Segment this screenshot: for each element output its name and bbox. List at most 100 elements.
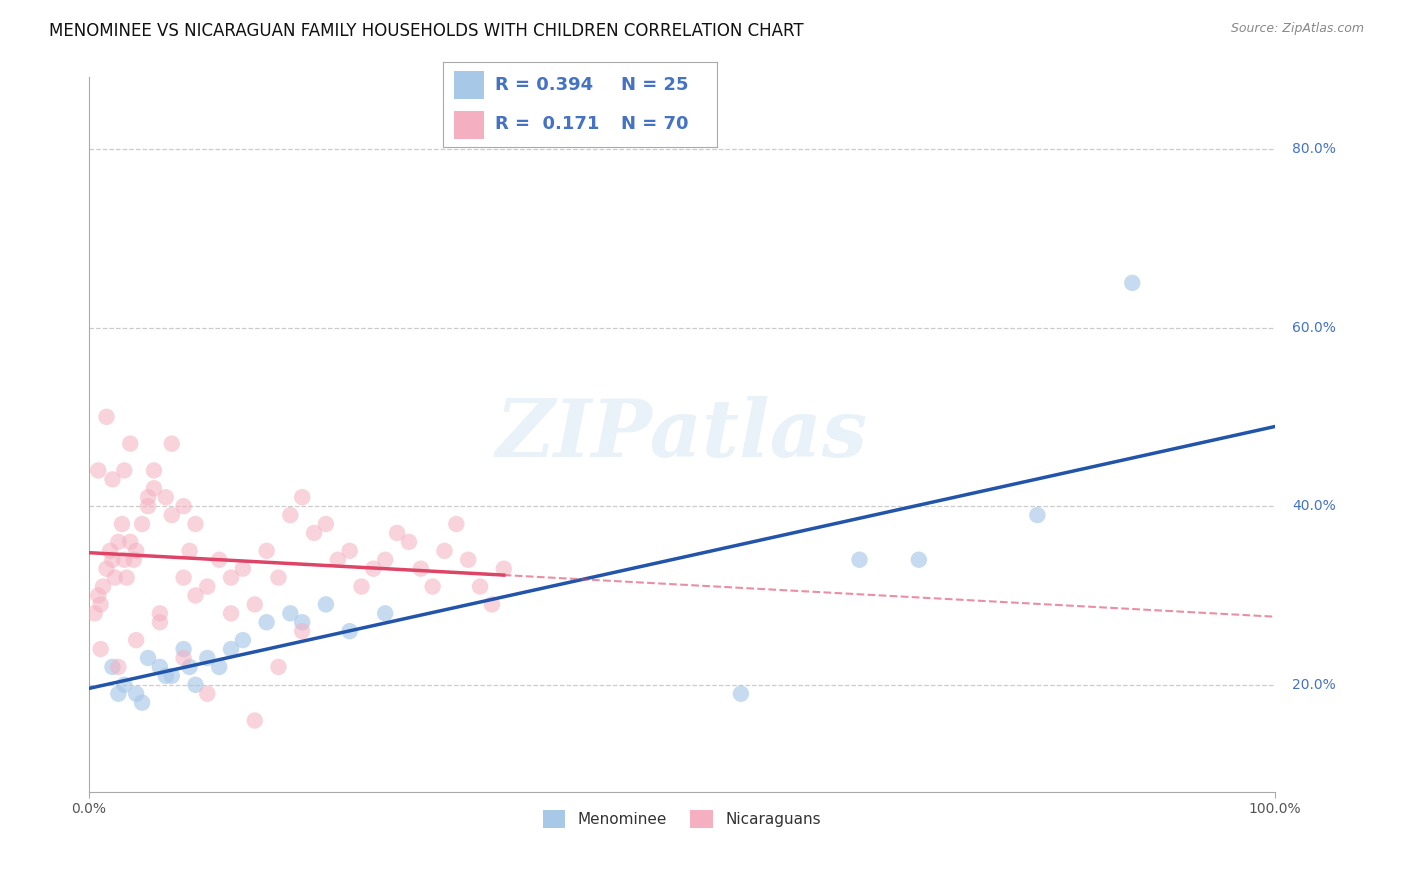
- Point: [315, 598, 337, 612]
- Point: [232, 633, 254, 648]
- Point: [184, 678, 207, 692]
- Point: [848, 553, 870, 567]
- Point: [149, 660, 172, 674]
- Point: [363, 562, 385, 576]
- Point: [173, 651, 195, 665]
- Point: [243, 598, 266, 612]
- Point: [398, 534, 420, 549]
- Text: N = 25: N = 25: [621, 77, 689, 95]
- Point: [155, 490, 177, 504]
- Point: [160, 436, 183, 450]
- Point: [136, 499, 159, 513]
- Point: [219, 571, 242, 585]
- Point: [208, 553, 231, 567]
- Point: [219, 642, 242, 657]
- Point: [131, 696, 153, 710]
- Point: [291, 615, 314, 630]
- Point: [385, 525, 408, 540]
- Point: [143, 463, 166, 477]
- Point: [457, 553, 479, 567]
- FancyBboxPatch shape: [454, 111, 484, 139]
- Point: [155, 669, 177, 683]
- Point: [219, 607, 242, 621]
- Text: 60.0%: 60.0%: [1292, 320, 1336, 334]
- Point: [83, 607, 105, 621]
- Point: [160, 669, 183, 683]
- Point: [173, 499, 195, 513]
- Point: [125, 543, 148, 558]
- Point: [91, 580, 114, 594]
- Point: [136, 490, 159, 504]
- Legend: Menominee, Nicaraguans: Menominee, Nicaraguans: [537, 804, 827, 834]
- Point: [446, 516, 468, 531]
- Point: [492, 562, 515, 576]
- Point: [179, 660, 201, 674]
- Point: [107, 687, 129, 701]
- Text: R = 0.394: R = 0.394: [495, 77, 593, 95]
- Point: [481, 598, 503, 612]
- Point: [256, 615, 278, 630]
- Point: [107, 660, 129, 674]
- Point: [374, 553, 396, 567]
- Point: [112, 678, 135, 692]
- Point: [184, 516, 207, 531]
- Point: [122, 553, 145, 567]
- Point: [173, 571, 195, 585]
- Text: R =  0.171: R = 0.171: [495, 115, 599, 133]
- Point: [107, 534, 129, 549]
- Point: [111, 516, 134, 531]
- Point: [409, 562, 432, 576]
- Point: [104, 571, 127, 585]
- Text: N = 70: N = 70: [621, 115, 689, 133]
- Point: [350, 580, 373, 594]
- Point: [125, 687, 148, 701]
- Point: [131, 516, 153, 531]
- Point: [90, 598, 112, 612]
- Text: ZIPatlas: ZIPatlas: [495, 396, 868, 474]
- Point: [256, 543, 278, 558]
- Point: [267, 660, 290, 674]
- Point: [173, 642, 195, 657]
- Point: [291, 490, 314, 504]
- Point: [339, 624, 361, 639]
- FancyBboxPatch shape: [454, 71, 484, 99]
- Point: [179, 543, 201, 558]
- Point: [267, 571, 290, 585]
- Point: [195, 580, 218, 594]
- Point: [907, 553, 929, 567]
- Point: [278, 607, 301, 621]
- Point: [96, 562, 118, 576]
- Point: [315, 516, 337, 531]
- Point: [326, 553, 349, 567]
- Point: [101, 553, 124, 567]
- Point: [87, 463, 110, 477]
- Point: [143, 481, 166, 495]
- Point: [195, 651, 218, 665]
- Point: [120, 534, 142, 549]
- Point: [468, 580, 491, 594]
- Point: [291, 624, 314, 639]
- Point: [302, 525, 325, 540]
- Point: [339, 543, 361, 558]
- Point: [115, 571, 138, 585]
- Point: [98, 543, 121, 558]
- Point: [730, 687, 752, 701]
- Point: [184, 589, 207, 603]
- Point: [208, 660, 231, 674]
- Point: [120, 436, 142, 450]
- Point: [136, 651, 159, 665]
- Point: [149, 607, 172, 621]
- Point: [101, 660, 124, 674]
- Point: [125, 633, 148, 648]
- Point: [90, 642, 112, 657]
- Text: 20.0%: 20.0%: [1292, 678, 1336, 692]
- Point: [160, 508, 183, 522]
- Point: [433, 543, 456, 558]
- Text: 80.0%: 80.0%: [1292, 142, 1336, 156]
- Point: [195, 687, 218, 701]
- Point: [243, 714, 266, 728]
- Point: [232, 562, 254, 576]
- Point: [278, 508, 301, 522]
- Text: 40.0%: 40.0%: [1292, 500, 1336, 513]
- Text: Source: ZipAtlas.com: Source: ZipAtlas.com: [1230, 22, 1364, 36]
